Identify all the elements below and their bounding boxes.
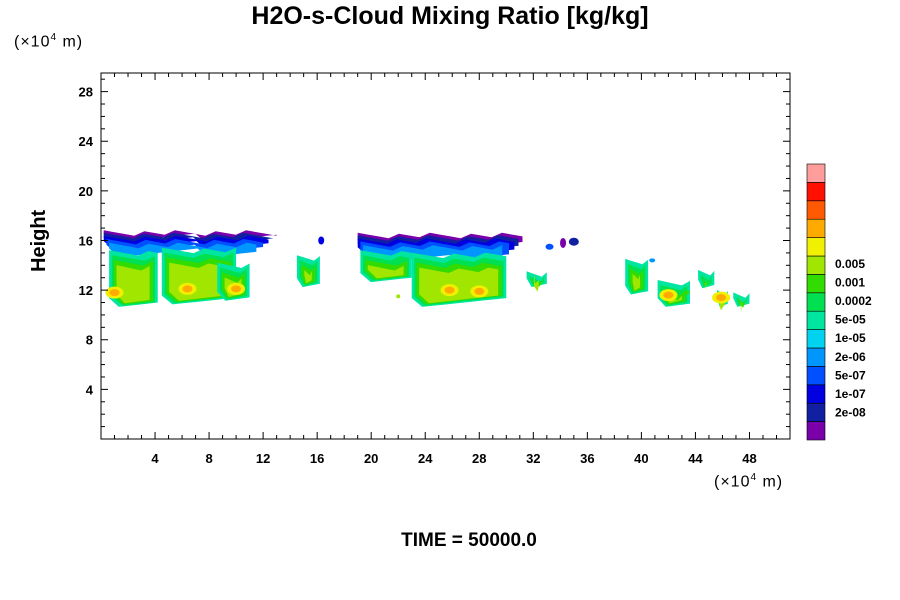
colorbar-swatch [806, 274, 826, 294]
x-tick-label: 28 [472, 451, 486, 466]
plot-frame [100, 72, 791, 440]
cloud-core-layer [116, 265, 150, 304]
x-tick-label: 4 [151, 451, 159, 466]
colorbar-swatch [806, 402, 826, 422]
cloud-core-layer [702, 277, 710, 286]
x-tick-label: 12 [256, 451, 270, 466]
colorbar-swatch [806, 329, 826, 349]
x-tick-label: 16 [310, 451, 324, 466]
colorbar: 2e-08 1e-07 5e-07 2e-06 1e-05 5e-05 0.0002 0.00… [806, 163, 872, 441]
colorbar-label: 5e-07 [835, 368, 866, 382]
chart-title: H2O-s-Cloud Mixing Ratio [kg/kg] [251, 2, 649, 30]
small-cell [545, 243, 554, 250]
y-tick-label: 24 [79, 134, 94, 149]
x-tick-label: 36 [580, 451, 594, 466]
hotspot-core [444, 286, 455, 294]
colorbar-label: 0.0002 [835, 294, 872, 308]
small-cell [568, 237, 579, 246]
y-tick-label: 16 [79, 233, 93, 248]
x-tick-label: 32 [526, 451, 540, 466]
colorbar-label: 1e-05 [835, 331, 866, 345]
cloud-core-layer [740, 294, 742, 313]
colorbar-swatch [806, 366, 826, 386]
small-cell [560, 237, 567, 248]
y-tick-label: 28 [79, 85, 93, 100]
cloud-core-layer [632, 273, 641, 291]
x-tick-label: 40 [634, 451, 648, 466]
x-axis-unit: (×104 m) [714, 472, 784, 491]
y-tick-label: 12 [79, 283, 93, 298]
colorbar-swatch [806, 182, 826, 202]
anvil-top-band [103, 230, 277, 243]
hotspot-core [716, 294, 727, 302]
time-label: TIME = 50000.0 [401, 530, 537, 551]
hotspot-core [231, 285, 242, 293]
cloud-field [103, 230, 750, 313]
colorbar-swatch [806, 163, 826, 183]
x-tick-label: 24 [418, 451, 433, 466]
colorbar-swatch [806, 200, 826, 220]
hotspot-core [474, 287, 485, 295]
colorbar-swatch [806, 292, 826, 312]
hotspot-core [663, 291, 674, 299]
colorbar-swatch [806, 218, 826, 238]
small-cell [685, 290, 690, 295]
colorbar-label: 2e-08 [835, 405, 866, 419]
colorbar-label: 1e-07 [835, 387, 866, 401]
colorbar-swatch [806, 237, 826, 257]
cloud-core-layer [705, 275, 707, 291]
colorbar-swatch [806, 310, 826, 330]
colorbar-swatch [806, 347, 826, 367]
cloud-core-layer [737, 295, 745, 308]
hotspot-core [182, 285, 193, 293]
cloud-core-layer [304, 270, 312, 284]
y-tick-label: 20 [79, 184, 93, 199]
y-tick-label: 4 [86, 382, 94, 397]
x-tick-label: 20 [364, 451, 378, 466]
colorbar-label: 5e-05 [835, 313, 866, 327]
colorbar-swatch [806, 255, 826, 275]
colorbar-swatch [806, 421, 826, 441]
cloud-core-layer [531, 275, 543, 287]
y-axis-unit: (×104 m) [14, 32, 84, 51]
colorbar-label: 2e-06 [835, 350, 866, 364]
x-tick-label: 48 [742, 451, 756, 466]
cloud-core-layer [367, 265, 404, 279]
y-tick-label: 8 [86, 333, 93, 348]
small-cell [396, 294, 401, 299]
x-tick-label: 8 [205, 451, 212, 466]
colorbar-label: 0.001 [835, 276, 865, 290]
x-tick-label: 44 [688, 451, 703, 466]
hotspot-core [109, 289, 120, 297]
colorbar-label: 0.005 [835, 257, 865, 271]
small-cell [649, 258, 656, 263]
small-cell [318, 236, 325, 245]
cloud-core-layer [533, 274, 539, 292]
colorbar-swatch [806, 384, 826, 404]
